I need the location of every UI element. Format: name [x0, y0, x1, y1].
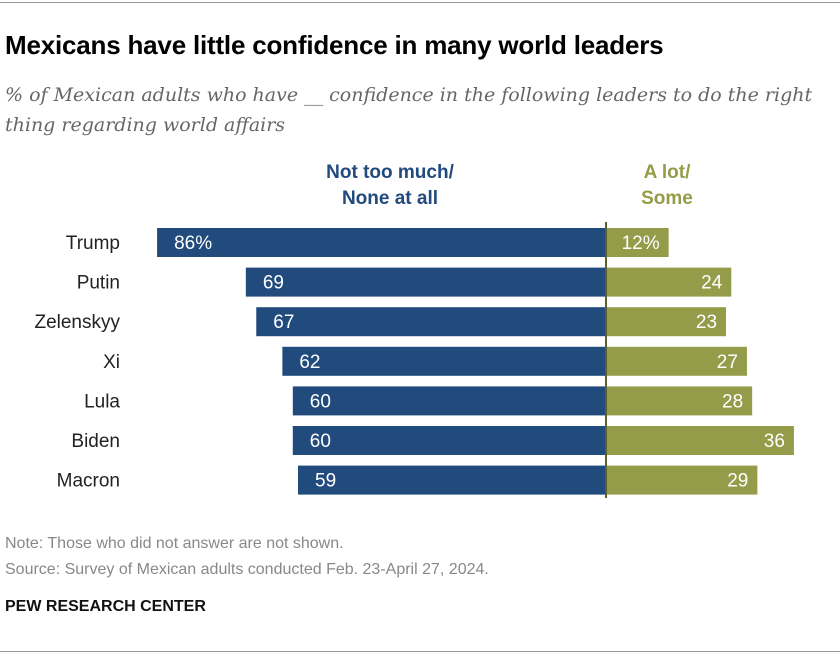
data-label-not-too-much: 59	[315, 471, 336, 492]
pew-logo-text: PEW RESEARCH CENTER	[5, 598, 206, 615]
bar-not-too-much	[282, 346, 606, 376]
legend-a-lot-some: A lot/ Some	[587, 160, 747, 212]
category-label: Zelenskyy	[34, 312, 120, 333]
category-label: Trump	[66, 233, 120, 254]
data-label-not-too-much: 67	[273, 312, 294, 333]
category-label: Macron	[57, 471, 120, 492]
bar-not-too-much	[292, 426, 606, 455]
chart-title: Mexicans have little confidence in many …	[5, 30, 664, 60]
bar-a-lot-some	[606, 426, 794, 455]
bar-not-too-much	[292, 386, 606, 416]
bar-a-lot-some	[606, 307, 727, 337]
bar-not-too-much	[298, 465, 606, 495]
category-label: Lula	[84, 391, 120, 412]
bar-not-too-much	[245, 267, 606, 297]
data-label-a-lot-some: 24	[701, 273, 723, 294]
data-label-a-lot-some: 28	[722, 391, 743, 412]
source: Source: Survey of Mexican adults conduct…	[5, 561, 489, 578]
data-label-a-lot-some: 29	[727, 471, 748, 492]
bar-not-too-much	[256, 307, 606, 337]
bar-a-lot-some	[606, 346, 747, 376]
category-label: Biden	[71, 431, 120, 452]
data-label-a-lot-some: 12%	[622, 233, 660, 254]
data-label-a-lot-some: 23	[696, 312, 717, 333]
data-label-not-too-much: 62	[299, 352, 320, 373]
legend-line: A lot/	[643, 162, 691, 183]
bar-a-lot-some	[606, 386, 753, 416]
note: Note: Those who did not answer are not s…	[5, 535, 344, 552]
category-label: Putin	[77, 273, 120, 294]
legend-not-too-much: Not too much/ None at all	[290, 160, 490, 212]
bar-a-lot-some	[606, 267, 732, 297]
bar-a-lot-some	[606, 228, 669, 257]
bar-a-lot-some	[606, 465, 758, 495]
category-label: Xi	[103, 352, 120, 373]
bar-not-too-much	[157, 228, 606, 257]
chart-subtitle: % of Mexican adults who have __ confiden…	[5, 84, 813, 136]
data-label-a-lot-some: 27	[717, 352, 738, 373]
bottom-rule	[0, 651, 840, 652]
legend-line: Some	[641, 188, 693, 209]
data-label-not-too-much: 86%	[174, 233, 212, 254]
legend-line: None at all	[341, 188, 439, 209]
top-rule	[0, 2, 840, 3]
data-label-not-too-much: 60	[310, 391, 331, 412]
data-label-a-lot-some: 36	[764, 431, 785, 452]
data-label-not-too-much: 60	[310, 431, 331, 452]
data-label-not-too-much: 69	[263, 273, 284, 294]
legend-line: Not too much/	[326, 162, 454, 183]
